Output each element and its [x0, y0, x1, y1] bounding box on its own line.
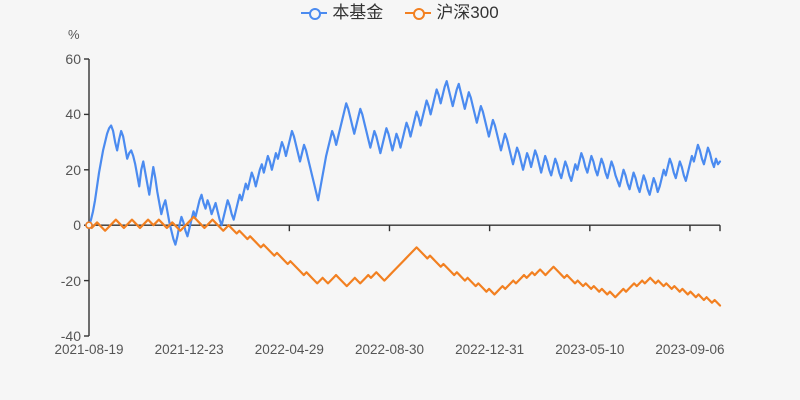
y-axis-tick-label: -40 — [60, 328, 81, 344]
y-axis-unit-label: % — [68, 27, 80, 42]
series-start-marker — [85, 221, 93, 229]
y-axis-tick-label: -20 — [60, 272, 81, 289]
legend-item-hs300[interactable]: 沪深300 — [405, 3, 499, 22]
legend-marker-hs300 — [405, 7, 432, 20]
y-axis-tick-label: 60 — [65, 51, 81, 67]
legend-label-fund: 本基金 — [332, 3, 384, 22]
y-axis-tick-label: 20 — [65, 161, 81, 178]
series-line-hs300 — [87, 215, 722, 307]
x-axis-tick-label: 2023-05-10 — [555, 342, 625, 357]
chart-legend: 本基金 沪深300 — [0, 4, 800, 21]
x-axis-tick-label: 2022-04-29 — [254, 342, 324, 357]
x-axis-tick-label: 2021-12-23 — [154, 342, 224, 357]
legend-item-fund[interactable]: 本基金 — [301, 4, 383, 21]
legend-label-hs300: 沪深300 — [436, 3, 499, 22]
y-axis-tick-label: 0 — [73, 217, 81, 234]
x-axis-tick-label: 2022-12-31 — [455, 342, 525, 357]
series-line-fund — [87, 80, 722, 246]
x-axis-tick-label: 2022-08-30 — [354, 342, 424, 357]
x-axis-tick-label: 2023-09-06 — [655, 342, 725, 357]
y-axis-tick-label: 40 — [65, 106, 81, 123]
x-axis-tick-label: 2021-08-19 — [54, 342, 124, 357]
legend-marker-fund — [301, 7, 328, 20]
